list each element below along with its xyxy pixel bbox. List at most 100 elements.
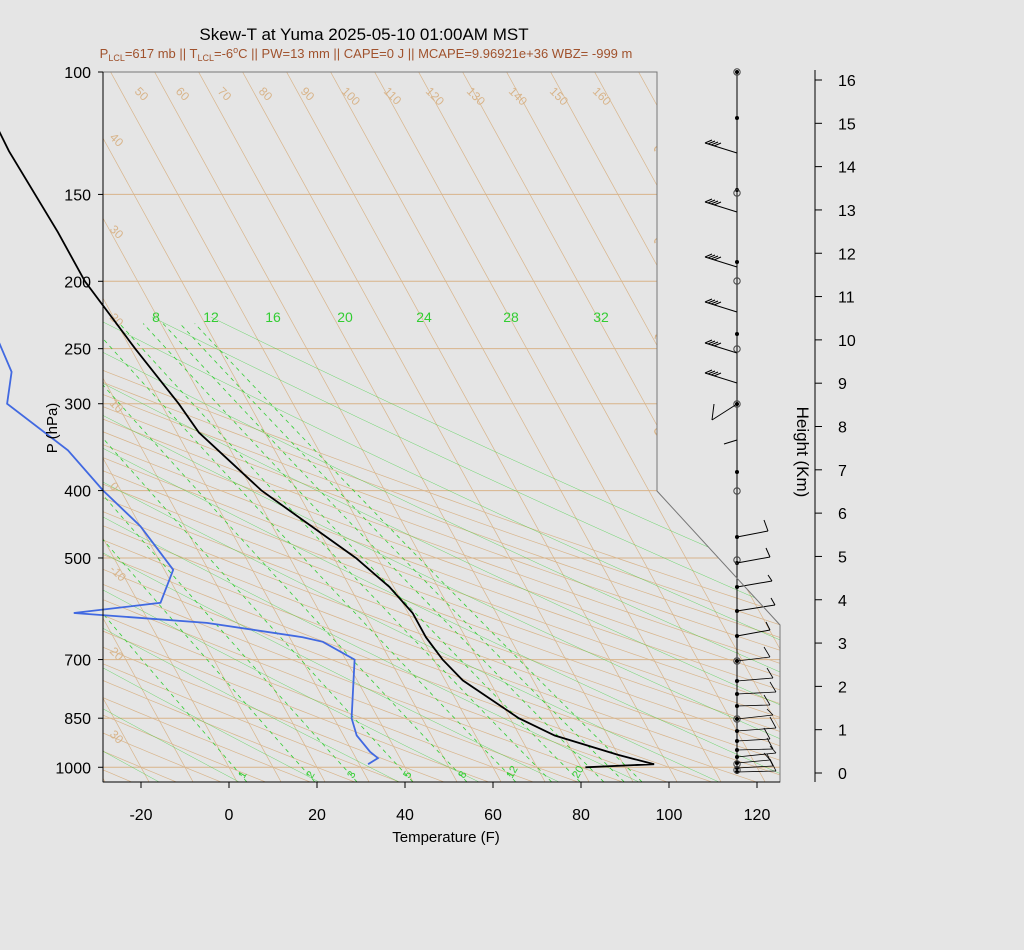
isotherm-line <box>0 72 17 782</box>
height-tick-label: 11 <box>838 290 855 307</box>
pressure-tick-label: 850 <box>64 711 91 728</box>
wind-barb-feather <box>707 140 716 145</box>
p-lcl-sub: LCL <box>108 53 125 63</box>
wind-barb-feather <box>713 372 722 377</box>
wind-barb-feather <box>765 547 771 558</box>
wind-barb-feather <box>763 519 769 532</box>
dry-adiabat-line <box>103 72 780 782</box>
isotherm-line <box>330 72 722 782</box>
moist-adiabat-line <box>103 316 720 782</box>
wind-barb-feather <box>713 301 722 306</box>
mixing-ratio-line <box>103 323 517 782</box>
isotherm-line <box>103 72 326 782</box>
wind-level-dot <box>735 116 739 120</box>
pressure-level-marker <box>733 556 741 564</box>
isotherm-top-label: 130 <box>464 84 488 108</box>
wind-level-dot <box>735 332 739 336</box>
wind-level-dot <box>735 70 739 74</box>
temperature-tick-label: 20 <box>308 807 326 824</box>
isotherm-right-label: 20 <box>711 535 736 560</box>
wind-barb-feather <box>770 597 776 606</box>
wind-barb-shaft <box>736 530 769 538</box>
moist-adiabat-line <box>103 316 240 782</box>
mixing-ratio-bottom-label: 2 <box>304 769 317 780</box>
pressure-tick-label: 1000 <box>55 760 91 777</box>
dry-adiabat-line <box>103 72 266 782</box>
wind-barb-feather <box>769 758 777 772</box>
wind-barb-feather <box>766 737 774 750</box>
moist-adiabat-line <box>103 316 640 782</box>
wind-barb-shaft <box>736 677 774 682</box>
dry-adiabat-line <box>103 72 780 782</box>
height-tick-label: 4 <box>838 593 847 610</box>
mixing-ratio-bottom-label: 20 <box>570 764 587 781</box>
pressure-tick-label: 400 <box>64 484 91 501</box>
t-lcl-value: =-6 <box>214 46 233 61</box>
mixing-ratio-bottom-label: 5 <box>401 769 414 780</box>
wind-barb-feather <box>763 694 771 706</box>
dry-adiabat-line <box>103 72 623 782</box>
wind-barb-feather <box>713 201 722 206</box>
mixing-ratio-bottom-label: 1 <box>236 769 249 780</box>
mixing-ratio-line <box>142 323 581 782</box>
isotherm-left-label: 40 <box>107 130 127 150</box>
wind-barb-feather <box>704 139 713 144</box>
wind-barb-feather <box>766 753 774 767</box>
moist-adiabat-line <box>103 316 780 782</box>
dry-adiabat-line <box>103 72 400 782</box>
wind-barb-shaft <box>736 714 774 720</box>
dry-adiabat-line <box>103 72 578 782</box>
pressure-tick-label: 200 <box>64 274 91 291</box>
isotherm-line <box>110 72 502 782</box>
temperature-tick-label: 100 <box>656 807 683 824</box>
moist-adiabat-line <box>103 316 780 782</box>
wind-barb-shaft <box>711 403 738 421</box>
moist-adiabat-line <box>103 316 780 782</box>
mixing-ratio-top-label: 20 <box>337 309 353 325</box>
isotherm-top-label: 150 <box>547 84 571 108</box>
isotherm-right-label: 10 <box>651 324 676 349</box>
pressure-tick-label: 500 <box>64 551 91 568</box>
isotherm-line <box>242 72 634 782</box>
t-lcl-sub: LCL <box>197 53 214 63</box>
mixing-ratio-top-label: 16 <box>265 309 281 325</box>
wind-barb-shaft <box>736 727 777 732</box>
height-tick-label: 1 <box>838 723 847 740</box>
mixing-ratio-bottom-label: 12 <box>504 764 521 781</box>
wind-barb-shaft <box>736 770 777 773</box>
wind-barb-shaft <box>704 256 738 268</box>
mixing-ratio-line <box>179 323 625 782</box>
wind-barb-feather <box>704 369 713 374</box>
wind-barb-shaft <box>736 604 776 612</box>
wind-barb-shaft <box>736 656 771 662</box>
wind-level-dot <box>735 260 739 264</box>
isotherm-right-label: 10 <box>671 488 696 513</box>
pressure-tick-label: 250 <box>64 342 91 359</box>
wind-barb-shaft <box>736 691 777 695</box>
x-axis-label: Temperature (F) <box>392 829 500 846</box>
isotherm-left-label: 0 <box>107 479 122 494</box>
dry-adiabat-line <box>103 72 780 782</box>
moist-adiabat-line <box>103 316 780 782</box>
mixing-ratio-line <box>103 323 316 782</box>
isotherm-line <box>103 72 458 782</box>
wind-barb-feather <box>766 667 774 679</box>
subtitle-rest: C || PW=13 mm || CAPE=0 J || MCAPE=9.969… <box>238 46 632 61</box>
dry-adiabat-line <box>103 72 780 782</box>
isotherm-line <box>374 72 766 782</box>
mixing-ratio-top-label: 8 <box>152 309 160 325</box>
isotherm-line <box>682 72 780 782</box>
mixing-ratio-bottom-label: 3 <box>345 769 358 780</box>
mixing-ratio-line <box>103 323 248 782</box>
pressure-tick-label: 300 <box>64 397 91 414</box>
wind-barb-shaft <box>736 556 771 564</box>
wind-barb-feather <box>713 342 722 347</box>
mixing-ratio-line <box>103 323 358 782</box>
mixing-ratio-line <box>119 323 552 782</box>
isotherm-line <box>550 72 780 782</box>
wind-barb-feather <box>769 716 777 729</box>
isotherm-line <box>198 72 590 782</box>
wind-barb-feather <box>704 339 713 344</box>
wind-barb-feather <box>711 403 715 421</box>
wind-barb-feather <box>704 298 713 303</box>
